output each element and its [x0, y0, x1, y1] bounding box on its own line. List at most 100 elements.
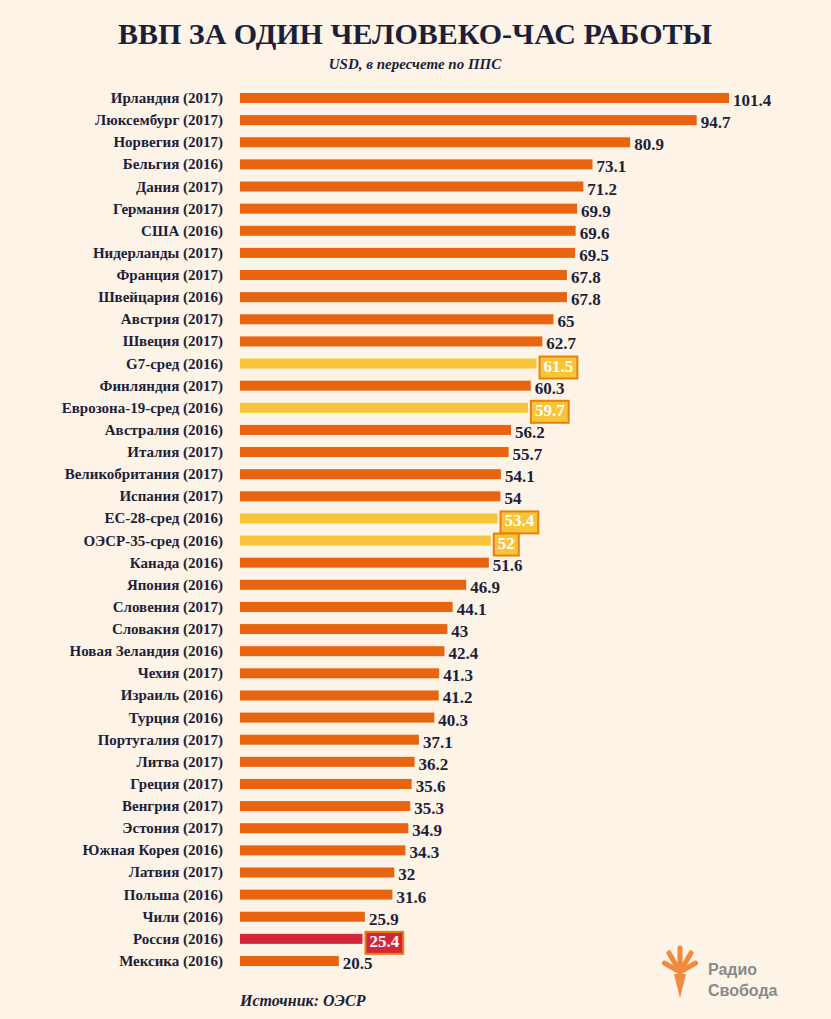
background [0, 0, 831, 1019]
category-label: Япония (2016) [127, 577, 223, 594]
data-label: 41.2 [443, 688, 473, 707]
data-label: 42.4 [448, 644, 478, 663]
bar [240, 447, 509, 457]
category-label: Бельгия (2016) [123, 156, 223, 173]
bar [240, 602, 453, 612]
data-label-box [531, 401, 569, 423]
category-label: Латвия (2017) [129, 864, 223, 881]
bar [240, 182, 583, 192]
data-label: 67.8 [571, 290, 601, 309]
data-label: 43 [451, 622, 468, 641]
bar [240, 646, 444, 656]
category-label: Норвегия (2017) [113, 134, 223, 151]
category-label: Португалия (2017) [98, 732, 223, 749]
category-label: Австралия (2016) [105, 422, 223, 439]
category-label: Россия (2016) [133, 931, 223, 948]
bar [240, 381, 531, 391]
category-label: Швеция (2017) [123, 333, 223, 350]
data-label-box [365, 932, 403, 954]
data-label: 35.3 [414, 799, 444, 818]
data-label-box [501, 511, 539, 533]
bar [240, 204, 577, 214]
category-label: Канада (2016) [130, 555, 223, 572]
category-label: Ирландия (2017) [111, 90, 223, 107]
bar [240, 558, 489, 568]
bar [240, 359, 537, 369]
data-label: 62.7 [546, 334, 576, 353]
data-label: 80.9 [634, 135, 664, 154]
category-label: Австрия (2017) [121, 311, 223, 328]
data-label: 25.9 [369, 910, 399, 929]
bar [240, 314, 553, 324]
bar [240, 292, 567, 302]
data-label: 71.2 [587, 180, 617, 199]
data-label-box [540, 357, 578, 379]
bar [240, 713, 434, 723]
data-label: 31.6 [396, 888, 426, 907]
category-label: Нидерланды (2017) [93, 245, 223, 262]
data-label: 37.1 [423, 733, 453, 752]
category-label: Великобритания (2017) [65, 466, 223, 483]
bar [240, 912, 365, 922]
data-label: 35.6 [416, 777, 446, 796]
category-label: Литва (2017) [136, 754, 223, 771]
bar [240, 690, 439, 700]
bar [240, 248, 575, 258]
data-label: 52 [498, 534, 515, 553]
data-label: 53.4 [505, 511, 535, 530]
bar [240, 867, 394, 877]
data-label: 32 [398, 865, 415, 884]
category-label: Швейцария (2016) [98, 289, 223, 306]
category-label: Польша (2016) [124, 887, 223, 904]
subtitle: USD, в пересчете по ППС [329, 56, 503, 72]
bar [240, 159, 593, 169]
bar [240, 137, 630, 147]
data-label: 40.3 [438, 711, 468, 730]
category-label: ЕС-28-сред (2016) [104, 510, 223, 527]
source: Источник: ОЭСР [239, 992, 366, 1009]
data-label: 60.3 [535, 379, 565, 398]
bar [240, 336, 542, 346]
bar [240, 403, 528, 413]
category-label: Греция (2017) [130, 776, 223, 793]
data-label: 59.7 [535, 401, 565, 420]
category-label: Словения (2017) [113, 599, 223, 616]
data-label: 69.6 [580, 224, 610, 243]
bars [240, 93, 729, 966]
logo-stem [674, 974, 686, 998]
data-label: 101.4 [733, 91, 772, 110]
data-label: 20.5 [343, 954, 373, 973]
bar [240, 801, 410, 811]
category-label: Мексика (2016) [119, 953, 223, 970]
data-label: 73.1 [597, 157, 627, 176]
category-label: Чехия (2017) [138, 665, 223, 682]
data-label: 44.1 [457, 600, 487, 619]
bar [240, 845, 405, 855]
bar [240, 668, 439, 678]
data-label: 54.1 [505, 467, 535, 486]
data-label: 34.9 [412, 821, 442, 840]
logo-text: Свобода [708, 982, 778, 999]
title: ВВП ЗА ОДИН ЧЕЛОВЕКО-ЧАС РАБОТЫ [118, 17, 712, 50]
bar [240, 270, 567, 280]
category-label: Чили (2016) [143, 909, 223, 926]
bar [240, 823, 408, 833]
data-label: 46.9 [470, 578, 500, 597]
data-label: 65 [557, 312, 574, 331]
category-label: ОЭСР-35-сред (2016) [83, 533, 223, 550]
bar [240, 93, 729, 103]
bar [240, 513, 498, 523]
category-label: Франция (2017) [116, 267, 223, 284]
category-label: Новая Зеландия (2016) [70, 643, 223, 660]
data-label: 69.9 [581, 202, 611, 221]
category-label: Италия (2017) [127, 444, 223, 461]
bar [240, 956, 339, 966]
category-label: Испания (2017) [119, 488, 223, 505]
bar [240, 779, 412, 789]
bar [240, 115, 697, 125]
data-label: 94.7 [701, 113, 731, 132]
logo-text: Радио [708, 961, 757, 978]
data-label: 61.5 [544, 357, 574, 376]
data-label: 36.2 [419, 755, 449, 774]
data-label: 67.8 [571, 268, 601, 287]
